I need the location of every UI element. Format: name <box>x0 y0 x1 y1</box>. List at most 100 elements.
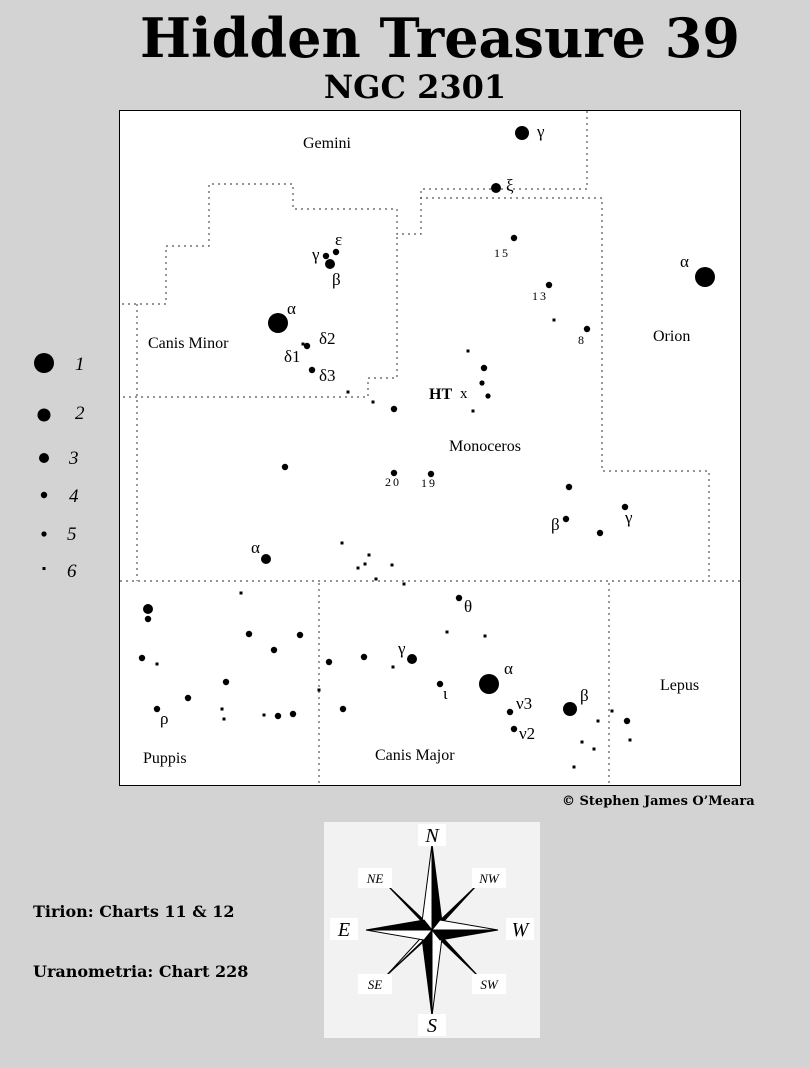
star-label-mon-beta: β <box>551 515 560 534</box>
legend-dot-1 <box>34 353 54 373</box>
star-27 <box>596 529 604 537</box>
star-68 <box>623 717 631 725</box>
star-53 <box>184 694 192 702</box>
star-36 <box>402 582 406 586</box>
legend-label-4: 4 <box>69 486 79 507</box>
star-54 <box>153 705 161 713</box>
star-label-cma-theta: θ <box>464 597 472 616</box>
star-43 <box>245 630 253 638</box>
star-label-cmi-beta: β <box>332 270 341 289</box>
star-chart: Gemini Canis Minor Orion Monoceros Puppi… <box>119 110 742 786</box>
star-9 <box>510 234 518 242</box>
star-16 <box>479 380 485 386</box>
constellation-lepus: Lepus <box>660 677 699 694</box>
star-label-cmi-delta3: δ3 <box>319 366 336 385</box>
star-51 <box>391 665 395 669</box>
star-label-gem-gamma: γ <box>536 122 545 141</box>
star-21 <box>371 400 375 404</box>
page-title: Hidden Treasure 39 <box>140 6 740 70</box>
constellation-monoceros: Monoceros <box>449 438 521 455</box>
star-28 <box>621 503 629 511</box>
star-72 <box>592 747 596 751</box>
star-26 <box>562 515 570 523</box>
compass-e: E <box>337 919 350 941</box>
magnitude-legend: 1 2 3 4 5 6 <box>34 353 85 582</box>
legend-dot-6 <box>42 567 46 570</box>
compass-s: S <box>427 1015 437 1037</box>
copyright: © Stephen James O’Meara <box>562 794 755 809</box>
star-19 <box>390 405 398 413</box>
star-chart-svg: Gemini Canis Minor Orion Monoceros Puppi… <box>120 111 742 785</box>
star-55 <box>436 680 444 688</box>
star-24 <box>427 470 435 478</box>
star-15 <box>480 364 488 372</box>
reference-uranometria: Uranometria: Chart 228 <box>33 962 249 981</box>
star-50 <box>407 654 417 664</box>
legend-label-2: 2 <box>75 403 85 424</box>
star-39 <box>239 591 243 595</box>
star-25 <box>565 483 573 491</box>
star-label-mon-13: 13 <box>532 289 548 303</box>
star-52 <box>222 678 230 686</box>
star-66 <box>563 702 577 716</box>
legend-label-3: 3 <box>68 448 79 469</box>
constellation-canis-minor: Canis Minor <box>148 335 229 352</box>
star-18 <box>471 409 475 413</box>
star-8 <box>308 366 316 374</box>
star-67 <box>610 709 614 713</box>
star-label-ori-alpha: α <box>680 252 689 271</box>
compass-w: W <box>512 919 531 941</box>
star-label-cmi-delta1: δ1 <box>284 347 301 366</box>
star-57 <box>317 688 321 692</box>
legend-dot-4 <box>40 491 48 499</box>
star-10 <box>545 281 553 289</box>
star-label-cma-alpha: α <box>504 659 513 678</box>
star-11 <box>552 318 556 322</box>
page-subtitle: NGC 2301 <box>323 68 507 106</box>
star-label-lep-beta: β <box>580 686 589 705</box>
star-58 <box>339 705 347 713</box>
compass-n: N <box>424 825 440 847</box>
legend-dot-2 <box>37 408 51 422</box>
legend-label-1: 1 <box>75 354 85 375</box>
star-12 <box>583 325 591 333</box>
star-42 <box>483 634 487 638</box>
star-64 <box>506 708 514 716</box>
star-7 <box>301 342 305 346</box>
star-17 <box>485 393 491 399</box>
star-label-mon-gamma: γ <box>624 508 633 527</box>
star-label-mon-alpha: α <box>251 538 260 557</box>
star-6 <box>303 342 311 350</box>
star-48 <box>325 658 333 666</box>
star-label-cma-nu2: ν2 <box>519 724 535 743</box>
constellation-canis-major: Canis Major <box>375 747 455 764</box>
star-59 <box>220 707 224 711</box>
star-61 <box>262 713 266 717</box>
constellation-puppis: Puppis <box>143 750 187 767</box>
star-45 <box>296 631 304 639</box>
legend-label-6: 6 <box>67 561 77 582</box>
target-marker: x <box>460 386 468 402</box>
legend-dot-3 <box>39 453 49 463</box>
star-31 <box>367 553 371 557</box>
star-1 <box>491 183 501 193</box>
compass-se: SE <box>368 977 383 992</box>
star-label-gem-xi: ξ <box>506 176 514 195</box>
star-56 <box>479 674 499 694</box>
star-41 <box>445 630 449 634</box>
compass-ne: NE <box>366 871 384 886</box>
star-label-cmi-gamma: γ <box>311 245 320 264</box>
star-33 <box>356 566 360 570</box>
star-0 <box>515 126 529 140</box>
star-47 <box>155 662 159 666</box>
star-40 <box>455 594 463 602</box>
star-37 <box>143 604 153 614</box>
constellation-boundaries <box>120 111 742 785</box>
star-label-cma-nu3: ν3 <box>516 694 532 713</box>
star-71 <box>580 740 584 744</box>
compass-sw: SW <box>480 977 499 992</box>
star-46 <box>138 654 146 662</box>
star-20 <box>346 390 350 394</box>
star-2 <box>322 252 330 260</box>
star-60 <box>222 717 226 721</box>
